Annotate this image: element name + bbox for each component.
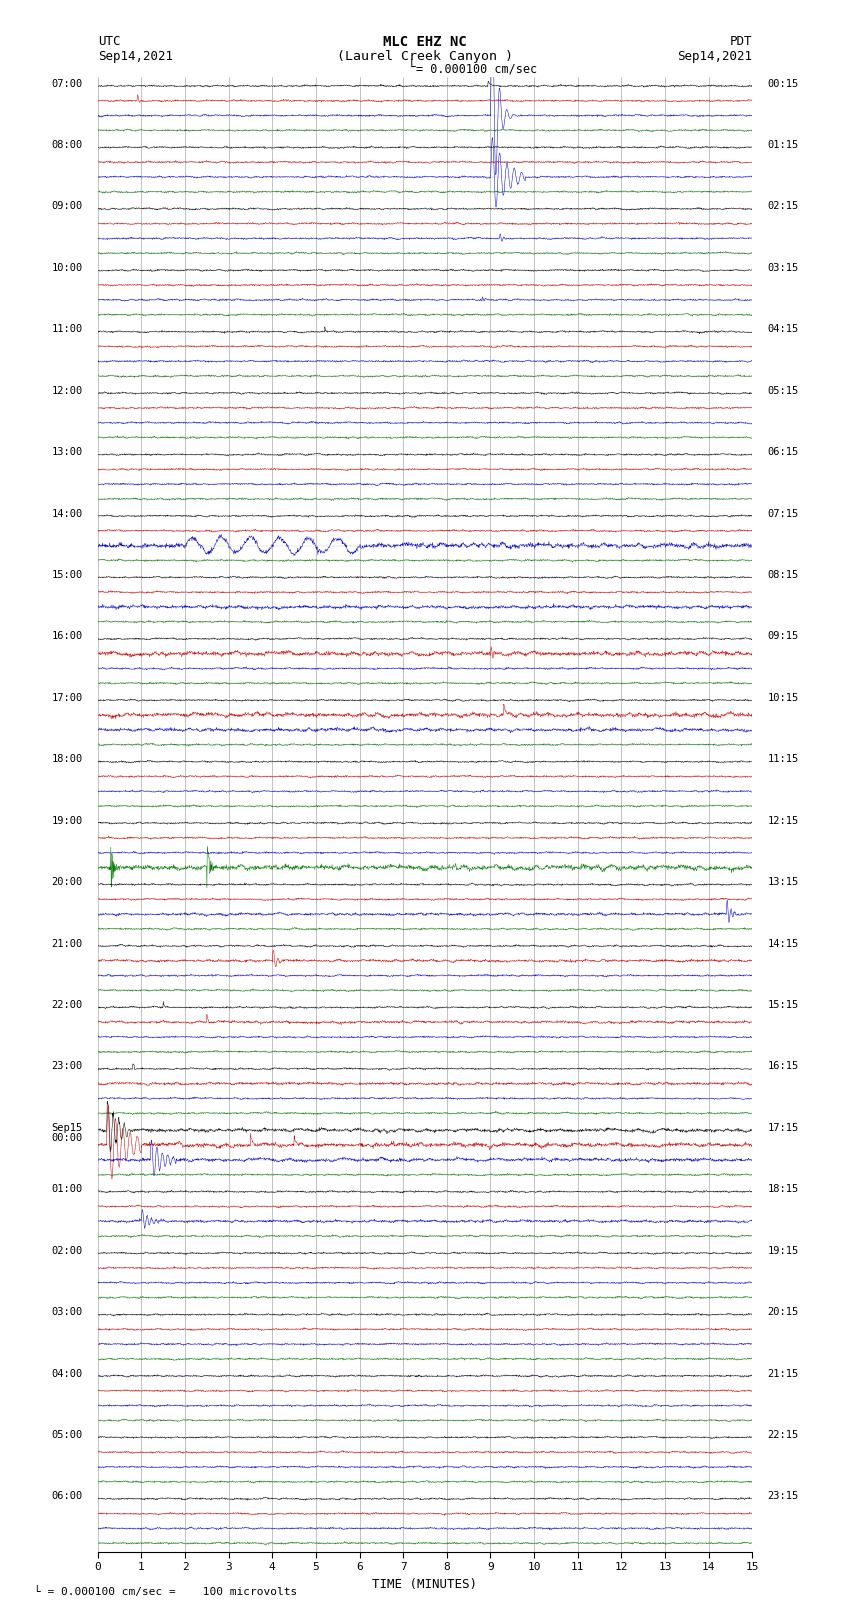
Text: 20:00: 20:00 — [51, 877, 82, 887]
Text: 16:15: 16:15 — [768, 1061, 799, 1071]
Text: 21:00: 21:00 — [51, 939, 82, 948]
Text: 05:15: 05:15 — [768, 386, 799, 395]
Text: 17:15: 17:15 — [768, 1123, 799, 1132]
Text: 16:00: 16:00 — [51, 631, 82, 642]
Text: 09:00: 09:00 — [51, 202, 82, 211]
Text: └ = 0.000100 cm/sec =    100 microvolts: └ = 0.000100 cm/sec = 100 microvolts — [34, 1586, 298, 1597]
Text: UTC: UTC — [98, 35, 120, 48]
Text: 05:00: 05:00 — [51, 1431, 82, 1440]
Text: 01:15: 01:15 — [768, 140, 799, 150]
Text: Sep14,2021: Sep14,2021 — [98, 50, 173, 63]
Text: 18:15: 18:15 — [768, 1184, 799, 1194]
Text: 13:15: 13:15 — [768, 877, 799, 887]
Text: 14:15: 14:15 — [768, 939, 799, 948]
Text: 12:15: 12:15 — [768, 816, 799, 826]
Text: 22:00: 22:00 — [51, 1000, 82, 1010]
Text: = 0.000100 cm/sec: = 0.000100 cm/sec — [416, 63, 537, 76]
Text: 07:00: 07:00 — [51, 79, 82, 89]
Text: 18:00: 18:00 — [51, 755, 82, 765]
Text: 00:00: 00:00 — [51, 1134, 82, 1144]
Text: 15:00: 15:00 — [51, 569, 82, 581]
Text: 23:00: 23:00 — [51, 1061, 82, 1071]
Text: Sep15: Sep15 — [51, 1123, 82, 1132]
Text: 19:15: 19:15 — [768, 1245, 799, 1255]
Text: 06:15: 06:15 — [768, 447, 799, 456]
Text: (Laurel Creek Canyon ): (Laurel Creek Canyon ) — [337, 50, 513, 63]
Text: 02:15: 02:15 — [768, 202, 799, 211]
Text: 04:00: 04:00 — [51, 1368, 82, 1379]
Text: PDT: PDT — [730, 35, 752, 48]
Text: Sep14,2021: Sep14,2021 — [677, 50, 752, 63]
Text: 19:00: 19:00 — [51, 816, 82, 826]
Text: 09:15: 09:15 — [768, 631, 799, 642]
Text: 04:15: 04:15 — [768, 324, 799, 334]
Text: 06:00: 06:00 — [51, 1492, 82, 1502]
Text: └: └ — [407, 61, 415, 74]
Text: 11:00: 11:00 — [51, 324, 82, 334]
Text: 17:00: 17:00 — [51, 694, 82, 703]
Text: 21:15: 21:15 — [768, 1368, 799, 1379]
Text: 13:00: 13:00 — [51, 447, 82, 456]
Text: 08:15: 08:15 — [768, 569, 799, 581]
Text: 20:15: 20:15 — [768, 1307, 799, 1318]
Text: 07:15: 07:15 — [768, 508, 799, 518]
Text: 22:15: 22:15 — [768, 1431, 799, 1440]
Text: 00:15: 00:15 — [768, 79, 799, 89]
Text: 03:15: 03:15 — [768, 263, 799, 273]
Text: 10:00: 10:00 — [51, 263, 82, 273]
Text: 10:15: 10:15 — [768, 694, 799, 703]
Text: 14:00: 14:00 — [51, 508, 82, 518]
Text: MLC EHZ NC: MLC EHZ NC — [383, 35, 467, 50]
Text: 02:00: 02:00 — [51, 1245, 82, 1255]
Text: 03:00: 03:00 — [51, 1307, 82, 1318]
X-axis label: TIME (MINUTES): TIME (MINUTES) — [372, 1578, 478, 1590]
Text: 23:15: 23:15 — [768, 1492, 799, 1502]
Text: 11:15: 11:15 — [768, 755, 799, 765]
Text: 12:00: 12:00 — [51, 386, 82, 395]
Text: 08:00: 08:00 — [51, 140, 82, 150]
Text: 15:15: 15:15 — [768, 1000, 799, 1010]
Text: 01:00: 01:00 — [51, 1184, 82, 1194]
